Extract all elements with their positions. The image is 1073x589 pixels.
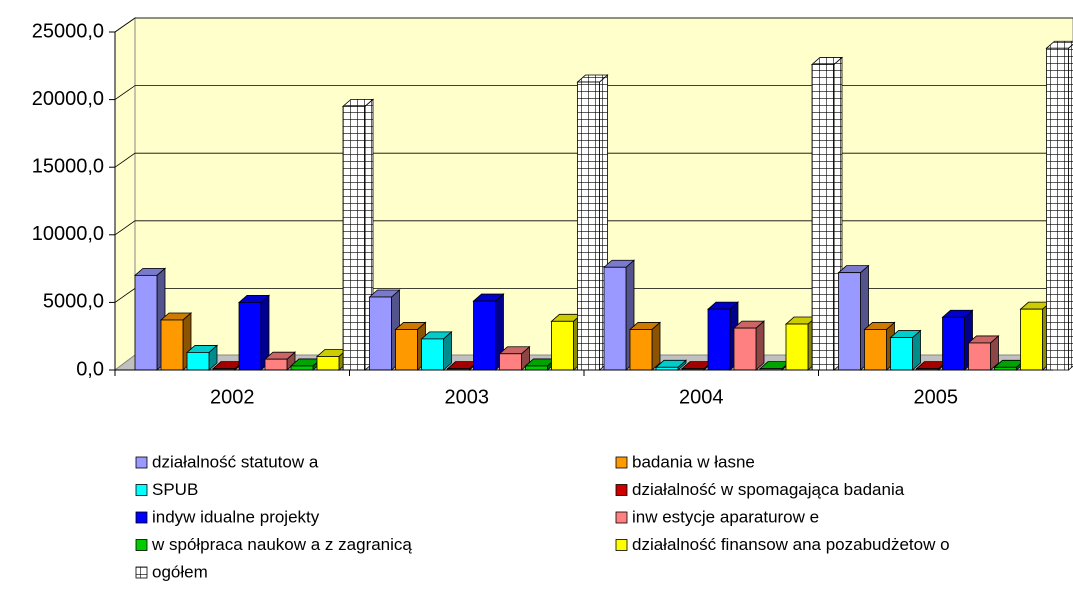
legend-label: inw estycje aparaturow e xyxy=(632,507,819,526)
y-tick-label: 20000,0 xyxy=(32,88,104,110)
legend-swatch xyxy=(135,511,148,524)
legend-swatch xyxy=(615,539,628,551)
bar xyxy=(838,272,861,371)
bar xyxy=(603,266,627,371)
y-tick-label: 10000,0 xyxy=(32,223,104,245)
bar xyxy=(316,356,340,371)
bar xyxy=(968,342,991,371)
bar xyxy=(238,301,262,371)
bar xyxy=(785,323,809,371)
bar xyxy=(369,296,392,371)
bar xyxy=(629,329,653,371)
y-tick-label: 5000,0 xyxy=(43,291,104,313)
legend-label: indyw idualne projekty xyxy=(152,507,320,526)
grid-line xyxy=(114,152,1073,168)
grid-line xyxy=(114,17,1073,33)
legend-swatch xyxy=(135,539,148,551)
y-tick-label: 0,0 xyxy=(76,358,104,380)
bar xyxy=(864,329,887,371)
bar-side xyxy=(755,320,765,371)
legend-swatch xyxy=(615,484,628,496)
legend-swatch xyxy=(135,566,148,579)
bar xyxy=(1020,308,1043,371)
legend-swatch xyxy=(135,484,148,496)
x-tick-label: 2002 xyxy=(210,386,255,408)
bar-side xyxy=(651,321,661,371)
bar xyxy=(395,329,418,371)
legend-label: ogółem xyxy=(152,562,208,581)
bar xyxy=(421,338,444,371)
grid-line xyxy=(114,85,1073,100)
bar-side xyxy=(1068,43,1073,371)
legend-swatch xyxy=(135,456,148,469)
legend-swatch xyxy=(615,456,628,469)
bar xyxy=(264,358,288,371)
bar xyxy=(733,327,757,371)
bar xyxy=(342,105,366,371)
x-tick-label: 2004 xyxy=(679,386,724,408)
bar xyxy=(186,352,210,371)
legend-label: SPUB xyxy=(152,480,198,499)
bar xyxy=(499,353,522,371)
bar xyxy=(473,300,496,371)
legend-label: działalność w spomagająca badania xyxy=(632,480,905,499)
bar xyxy=(160,319,184,371)
legend-label: w spółpraca naukow a z zagranicą xyxy=(151,535,412,554)
x-tick-label: 2003 xyxy=(445,386,490,408)
legend-swatch xyxy=(615,511,628,524)
bar xyxy=(525,365,548,371)
legend-label: działalność statutow a xyxy=(152,452,319,471)
side-wall xyxy=(114,17,136,371)
legend-label: działalność finansow ana pozabudżetow o xyxy=(632,535,950,554)
bar xyxy=(890,337,913,371)
grid-line xyxy=(114,220,1073,236)
bar xyxy=(942,316,965,371)
bar xyxy=(577,81,600,371)
bar xyxy=(811,64,835,371)
y-tick-label: 15000,0 xyxy=(32,155,104,177)
x-tick-label: 2005 xyxy=(914,386,959,408)
bar xyxy=(1046,47,1069,371)
bar xyxy=(290,365,314,371)
legend-label: badania w łasne xyxy=(632,452,755,471)
y-tick-label: 25000,0 xyxy=(32,20,104,42)
bar xyxy=(707,308,731,371)
bar xyxy=(134,274,158,371)
bar xyxy=(551,320,574,371)
